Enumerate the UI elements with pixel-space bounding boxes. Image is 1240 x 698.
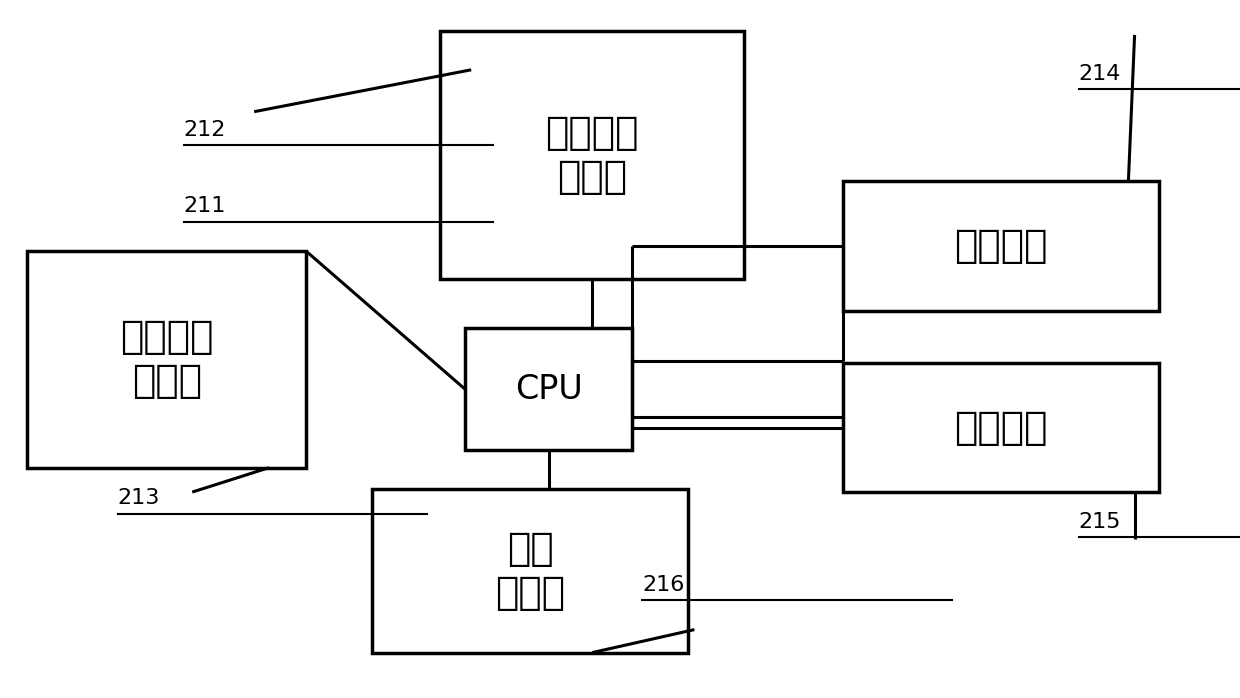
Bar — [465, 328, 632, 450]
Text: 供电模块
控制器: 供电模块 控制器 — [120, 318, 213, 401]
Text: 212: 212 — [184, 119, 226, 140]
Bar — [843, 181, 1159, 311]
Text: CPU: CPU — [515, 373, 583, 406]
Bar — [27, 251, 306, 468]
Text: 传感器数
据接口: 传感器数 据接口 — [546, 114, 639, 196]
Text: 215: 215 — [1079, 512, 1121, 532]
Text: 211: 211 — [184, 196, 226, 216]
Text: 存储
控制器: 存储 控制器 — [495, 530, 565, 611]
Bar — [843, 363, 1159, 492]
Bar — [372, 489, 688, 653]
Text: 显示接口: 显示接口 — [955, 408, 1048, 447]
Text: 213: 213 — [118, 488, 160, 508]
Text: 驱动接口: 驱动接口 — [955, 227, 1048, 265]
Text: 216: 216 — [642, 574, 684, 595]
Bar — [440, 31, 744, 279]
Text: 214: 214 — [1079, 64, 1121, 84]
